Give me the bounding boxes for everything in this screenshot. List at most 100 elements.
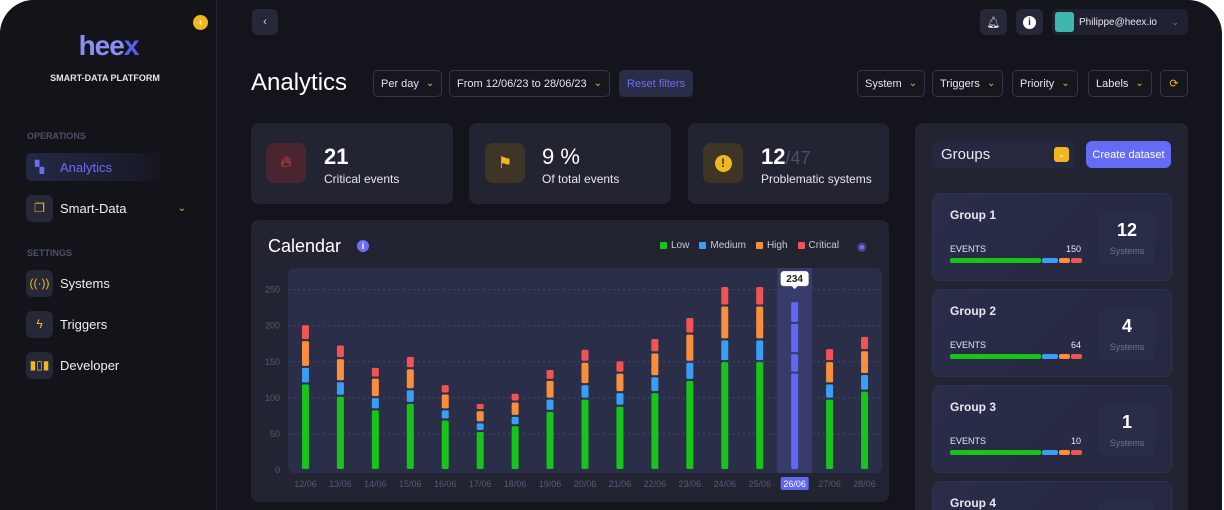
legend-item-high[interactable]: High xyxy=(755,240,788,251)
bar-21/06-high[interactable] xyxy=(616,373,624,392)
group-card[interactable]: Group 3 EVENTS 10 1 Systems xyxy=(932,385,1172,473)
period-select[interactable]: Per day ⌄ xyxy=(373,70,443,97)
bar-12/06-low[interactable] xyxy=(301,384,309,469)
bar-19/06-high[interactable] xyxy=(546,380,554,398)
bar-16/06-medium[interactable] xyxy=(441,410,449,419)
bar-20/06-medium[interactable] xyxy=(581,385,589,398)
bar-17/06-high[interactable] xyxy=(476,411,484,422)
group-card[interactable]: Group 2 EVENTS 64 4 Systems xyxy=(932,289,1172,377)
bar-15/06-high[interactable] xyxy=(406,369,414,389)
bar-28/06-medium[interactable] xyxy=(861,375,869,390)
bar-27/06-medium[interactable] xyxy=(826,384,834,398)
system-filter[interactable]: System ⌄ xyxy=(857,70,926,97)
legend-item-medium[interactable]: Medium xyxy=(699,240,746,251)
avatar xyxy=(1055,12,1074,32)
bar-25/06-medium[interactable] xyxy=(756,340,764,361)
date-range-select[interactable]: From 12/06/23 to 28/06/23 ⌄ xyxy=(449,70,611,97)
bar-23/06-high[interactable] xyxy=(686,334,694,361)
sidebar-item-developer[interactable]: ▮▯▮ Developer xyxy=(26,351,166,379)
bar-28/06-critical[interactable] xyxy=(861,336,869,350)
bar-21/06-critical[interactable] xyxy=(616,361,624,372)
create-dataset-button[interactable]: Create dataset xyxy=(1086,141,1171,168)
bar-23/06-critical[interactable] xyxy=(686,318,694,333)
sidebar-item-systems[interactable]: ((·)) Systems xyxy=(26,269,166,297)
bar-27/06-low[interactable] xyxy=(826,399,834,469)
bar-19/06-medium[interactable] xyxy=(546,399,554,410)
bar-28/06-high[interactable] xyxy=(861,351,869,374)
bar-24/06-low[interactable] xyxy=(721,362,729,469)
bar-16/06-critical[interactable] xyxy=(441,385,449,393)
bar-17/06-critical[interactable] xyxy=(476,403,484,410)
bar-13/06-low[interactable] xyxy=(336,396,344,469)
bar-21/06-medium[interactable] xyxy=(616,393,624,405)
sidebar-item-triggers[interactable]: ϟ Triggers xyxy=(26,310,166,338)
bar-25/06-critical[interactable] xyxy=(756,287,764,305)
bar-22/06-medium[interactable] xyxy=(651,377,659,392)
bar-28/06-low[interactable] xyxy=(861,391,869,469)
bar-20/06-low[interactable] xyxy=(581,399,589,469)
bar-18/06-medium[interactable] xyxy=(511,416,519,425)
bar-23/06-medium[interactable] xyxy=(686,362,694,379)
bar-20/06-high[interactable] xyxy=(581,362,589,384)
bar-14/06-high[interactable] xyxy=(371,378,379,397)
bar-14/06-medium[interactable] xyxy=(371,398,379,409)
bar-15/06-critical[interactable] xyxy=(406,357,414,368)
bar-13/06-high[interactable] xyxy=(336,359,344,381)
refresh-button[interactable]: ⟳ xyxy=(1160,70,1188,97)
bar-26/06-medium[interactable] xyxy=(791,354,799,372)
legend-item-critical[interactable]: Critical xyxy=(797,240,839,251)
info-icon[interactable]: i xyxy=(357,240,369,252)
bar-23/06-low[interactable] xyxy=(686,380,694,469)
bar-14/06-critical[interactable] xyxy=(371,367,379,377)
reset-filters-button[interactable]: Reset filters xyxy=(619,70,694,97)
bar-26/06-low[interactable] xyxy=(791,373,799,469)
triggers-filter[interactable]: Triggers ⌄ xyxy=(932,70,1004,97)
bar-27/06-critical[interactable] xyxy=(826,349,834,361)
bar-13/06-critical[interactable] xyxy=(336,345,344,358)
bar-16/06-high[interactable] xyxy=(441,394,449,409)
bar-25/06-high[interactable] xyxy=(756,306,764,339)
x-tick-label[interactable]: 26/06 xyxy=(783,479,806,489)
bar-21/06-low[interactable] xyxy=(616,406,624,469)
bar-14/06-low[interactable] xyxy=(371,410,379,469)
bar-18/06-critical[interactable] xyxy=(511,393,519,401)
back-button[interactable]: ‹ xyxy=(252,9,278,35)
labels-filter[interactable]: Labels ⌄ xyxy=(1088,70,1152,97)
bar-18/06-low[interactable] xyxy=(511,426,519,469)
group-card[interactable]: Group 4 xyxy=(932,481,1172,510)
bar-15/06-medium[interactable] xyxy=(406,390,414,402)
sidebar-item-smart-data[interactable]: ❐ Smart-Data ⌄ xyxy=(26,194,186,222)
bar-24/06-medium[interactable] xyxy=(721,340,729,361)
bar-12/06-high[interactable] xyxy=(301,341,309,366)
bar-26/06-high[interactable] xyxy=(791,323,799,353)
bar-19/06-low[interactable] xyxy=(546,411,554,469)
collapse-sidebar-button[interactable]: ‹ xyxy=(193,15,208,30)
bar-17/06-medium[interactable] xyxy=(476,423,484,431)
bar-18/06-high[interactable] xyxy=(511,402,519,415)
notifications-button[interactable]: 🔔︎ xyxy=(980,9,1007,35)
bar-19/06-critical[interactable] xyxy=(546,370,554,379)
legend-item-low[interactable]: Low xyxy=(660,240,689,251)
priority-filter[interactable]: Priority ⌄ xyxy=(1012,70,1078,97)
bar-15/06-low[interactable] xyxy=(406,403,414,469)
bar-27/06-high[interactable] xyxy=(826,362,834,383)
groups-select[interactable]: Groups ⌄ xyxy=(932,141,1074,168)
bar-12/06-critical[interactable] xyxy=(301,325,309,340)
bar-24/06-critical[interactable] xyxy=(721,287,729,305)
bar-20/06-critical[interactable] xyxy=(581,349,589,361)
bar-22/06-critical[interactable] xyxy=(651,338,659,352)
bar-24/06-high[interactable] xyxy=(721,306,729,339)
eye-icon[interactable]: ◉ xyxy=(857,241,867,253)
bar-22/06-high[interactable] xyxy=(651,353,659,376)
sidebar-item-analytics[interactable]: ▚ Analytics xyxy=(26,153,166,181)
bar-13/06-medium[interactable] xyxy=(336,382,344,395)
bar-22/06-low[interactable] xyxy=(651,393,659,469)
bar-17/06-low[interactable] xyxy=(476,432,484,469)
bar-26/06-critical[interactable] xyxy=(791,302,799,322)
info-button[interactable]: i xyxy=(1016,9,1043,35)
group-card[interactable]: Group 1 EVENTS 150 12 Systems xyxy=(932,193,1172,281)
bar-16/06-low[interactable] xyxy=(441,420,449,470)
bar-12/06-medium[interactable] xyxy=(301,367,309,383)
bar-25/06-low[interactable] xyxy=(756,362,764,469)
user-menu[interactable]: Philippe@heex.io ⌄ xyxy=(1052,9,1188,35)
